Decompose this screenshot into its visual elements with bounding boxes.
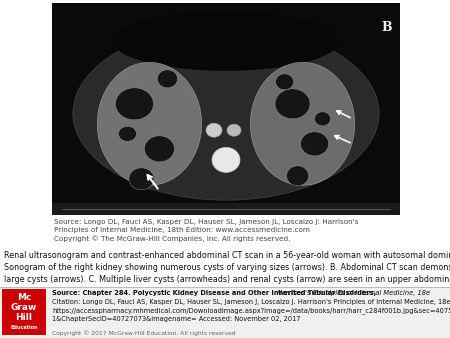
Text: Source: Chapter 284. Polycystic Kidney Disease and Other Inherited Tubular Disor: Source: Chapter 284. Polycystic Kidney D… (52, 290, 378, 296)
Text: Citation: Longo DL, Fauci AS, Kasper DL, Hauser SL, Jameson J, Loscalzo J. Harri: Citation: Longo DL, Fauci AS, Kasper DL,… (52, 299, 450, 322)
Text: Copyright © The McGraw-Hill Companies, Inc. All rights reserved.: Copyright © The McGraw-Hill Companies, I… (54, 235, 290, 242)
Ellipse shape (301, 132, 328, 156)
Bar (2, 289, 46, 335)
Bar (52, 203, 400, 215)
Text: Harrison's Principles of Internal Medicine, 18e: Harrison's Principles of Internal Medici… (277, 290, 431, 296)
Ellipse shape (250, 62, 355, 185)
Ellipse shape (97, 62, 202, 185)
Ellipse shape (206, 123, 222, 137)
Ellipse shape (116, 88, 153, 120)
Text: Principles of Internal Medicine, 18th Edition: www.accessmedicine.com: Principles of Internal Medicine, 18th Ed… (54, 227, 310, 233)
Text: Education: Education (10, 325, 38, 330)
Ellipse shape (129, 168, 154, 190)
Ellipse shape (144, 136, 175, 162)
Ellipse shape (118, 126, 136, 141)
Text: Renal ultrasonogram and contrast-enhanced abdominal CT scan in a 56-year-old wom: Renal ultrasonogram and contrast-enhance… (4, 251, 450, 284)
Bar (52, 3, 400, 215)
Ellipse shape (275, 74, 293, 90)
Text: Mc: Mc (17, 293, 31, 302)
Ellipse shape (315, 112, 331, 126)
Ellipse shape (113, 11, 339, 71)
Text: Source: Longo DL, Fauci AS, Kasper DL, Hauser SL, Jameson JL, Loscalzo J: Harris: Source: Longo DL, Fauci AS, Kasper DL, H… (54, 219, 359, 225)
Bar (0, 287, 450, 338)
Text: Copyright © 2017 McGraw-Hill Education. All rights reserved: Copyright © 2017 McGraw-Hill Education. … (52, 330, 236, 336)
Ellipse shape (212, 147, 240, 172)
Ellipse shape (275, 89, 310, 119)
Text: B: B (382, 21, 392, 34)
Ellipse shape (158, 70, 177, 88)
Ellipse shape (227, 124, 241, 136)
Ellipse shape (73, 26, 379, 200)
Text: Hill: Hill (15, 313, 32, 322)
Ellipse shape (287, 166, 309, 186)
Text: Graw: Graw (11, 303, 37, 312)
